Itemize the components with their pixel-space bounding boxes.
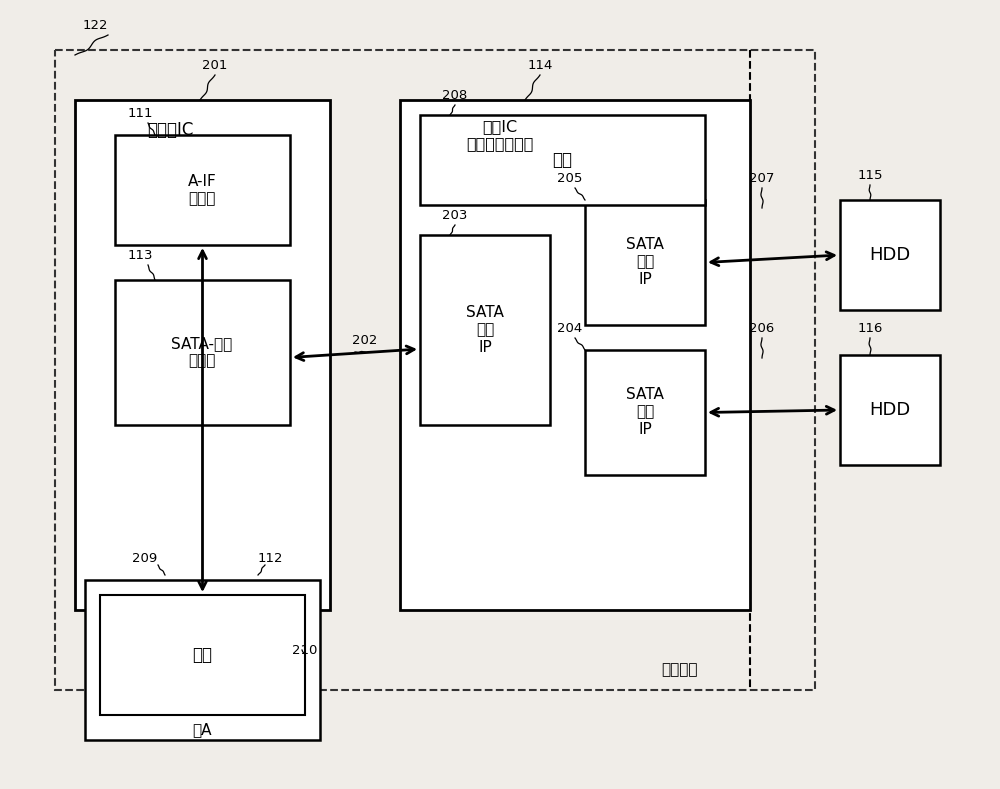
Bar xyxy=(585,200,705,325)
Bar xyxy=(840,200,940,310)
Text: HDD: HDD xyxy=(869,401,911,419)
Text: SATA
主机
IP: SATA 主机 IP xyxy=(626,237,664,287)
Text: A-IF
控制器: A-IF 控制器 xyxy=(188,174,216,206)
Text: 板A: 板A xyxy=(192,723,212,738)
Text: 205: 205 xyxy=(557,171,583,185)
Text: SATA
装置
IP: SATA 装置 IP xyxy=(466,305,504,355)
Text: 202: 202 xyxy=(352,334,378,346)
Bar xyxy=(400,100,750,610)
Bar xyxy=(75,100,330,610)
Bar xyxy=(840,355,940,465)
Text: 闪存: 闪存 xyxy=(192,646,212,664)
Text: 闪存: 闪存 xyxy=(552,151,572,169)
Text: 207: 207 xyxy=(749,171,775,185)
Text: 安全IC
（加密控制器）: 安全IC （加密控制器） xyxy=(466,119,534,151)
Bar xyxy=(85,580,320,740)
Text: 208: 208 xyxy=(442,88,468,102)
Text: 113: 113 xyxy=(127,249,153,261)
Bar xyxy=(115,280,290,425)
Text: 206: 206 xyxy=(749,321,775,335)
Bar xyxy=(55,50,815,690)
Text: 201: 201 xyxy=(202,58,228,72)
Text: 114: 114 xyxy=(527,58,553,72)
Text: 111: 111 xyxy=(127,107,153,119)
Text: 控制设备: 控制设备 xyxy=(662,663,698,678)
Text: 122: 122 xyxy=(82,18,108,32)
Text: 204: 204 xyxy=(557,321,583,335)
Text: 115: 115 xyxy=(857,169,883,181)
Text: 210: 210 xyxy=(292,644,318,656)
Bar xyxy=(100,595,305,715)
Text: SATA
主机
IP: SATA 主机 IP xyxy=(626,387,664,437)
Text: SATA-主机
控制器: SATA-主机 控制器 xyxy=(171,336,233,368)
Bar xyxy=(585,350,705,475)
Text: 控制器IC: 控制器IC xyxy=(147,121,193,139)
Text: 203: 203 xyxy=(442,208,468,222)
Bar xyxy=(420,115,705,205)
Text: HDD: HDD xyxy=(869,246,911,264)
Text: 112: 112 xyxy=(257,552,283,564)
Bar xyxy=(115,135,290,245)
Text: 116: 116 xyxy=(857,321,883,335)
Bar xyxy=(420,235,550,425)
Text: 209: 209 xyxy=(132,552,158,564)
